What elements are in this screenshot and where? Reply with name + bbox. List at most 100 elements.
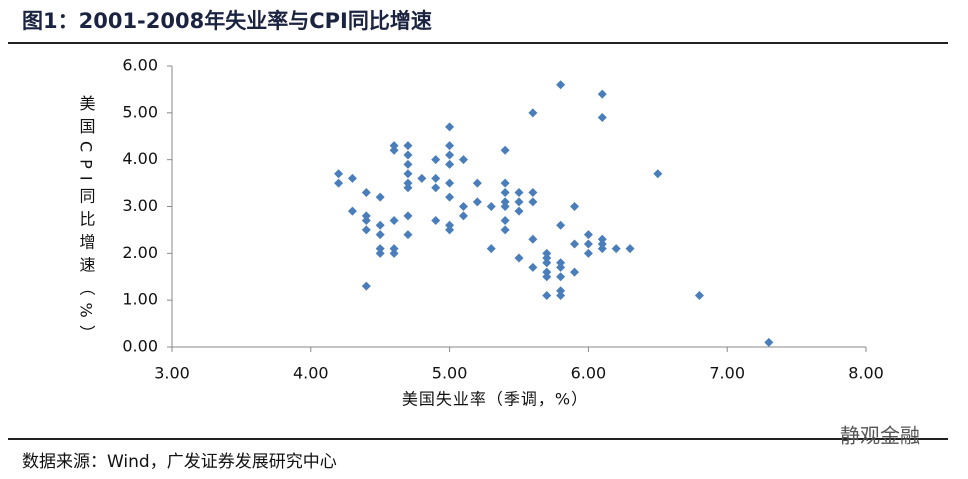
point [486, 244, 496, 254]
point [375, 192, 385, 202]
point [458, 155, 468, 165]
point [403, 183, 413, 193]
point [458, 202, 468, 211]
point [556, 286, 566, 296]
y-tick-label: 6.00 [122, 56, 158, 75]
point [361, 211, 371, 221]
point [431, 155, 441, 165]
point [514, 253, 524, 263]
point [597, 244, 607, 254]
point [542, 248, 552, 258]
point [361, 187, 371, 197]
point [445, 159, 455, 169]
point [431, 183, 441, 193]
x-tick-label: 6.00 [571, 364, 607, 383]
point [445, 150, 455, 160]
x-tick-label: 4.00 [293, 364, 329, 383]
point [334, 178, 344, 188]
point [417, 173, 427, 183]
point [556, 290, 566, 300]
point [556, 80, 566, 90]
point [389, 244, 399, 254]
point [556, 220, 566, 230]
y-tick-label: 0.00 [122, 337, 158, 356]
point [403, 211, 413, 221]
point [764, 337, 774, 347]
point [556, 272, 566, 282]
point [486, 202, 496, 211]
point [347, 173, 357, 183]
x-tick-label: 3.00 [154, 364, 190, 383]
point [375, 220, 385, 230]
point [403, 150, 413, 160]
y-tick-label: 3.00 [122, 196, 158, 215]
point [625, 244, 635, 254]
point [472, 197, 482, 207]
point [445, 225, 455, 235]
point [597, 113, 607, 123]
x-axis-label: 美国失业率（季调，%） [402, 390, 588, 409]
point [361, 225, 371, 235]
point [431, 173, 441, 183]
point [500, 197, 510, 207]
point [542, 272, 552, 282]
point [458, 211, 468, 221]
y-tick-label: 4.00 [122, 149, 158, 168]
point [597, 234, 607, 244]
y-axis-label: 美国CPI同比增速（%） [77, 95, 96, 348]
point [583, 248, 593, 258]
point [528, 234, 538, 244]
point [445, 220, 455, 230]
point [556, 262, 566, 272]
point [472, 178, 482, 188]
y-tick-label: 1.00 [122, 290, 158, 309]
point [542, 267, 552, 277]
point [403, 141, 413, 151]
point [389, 145, 399, 155]
point [528, 262, 538, 272]
x-tick-label: 7.00 [709, 364, 745, 383]
point [389, 248, 399, 258]
y-tick-label: 5.00 [122, 102, 158, 121]
source: 数据来源：Wind，广发证券发展研究中心 [22, 452, 337, 472]
point [403, 159, 413, 169]
point [542, 253, 552, 263]
point [361, 216, 371, 226]
point [514, 187, 524, 197]
point [334, 169, 344, 179]
point [445, 192, 455, 202]
point [445, 178, 455, 188]
point [375, 244, 385, 254]
point [653, 169, 663, 179]
point [583, 239, 593, 249]
point [542, 258, 552, 268]
point [445, 141, 455, 151]
point [445, 122, 455, 132]
x-tick-label: 8.00 [848, 364, 884, 383]
point [403, 178, 413, 188]
point [500, 202, 510, 211]
point [570, 202, 580, 211]
point [403, 230, 413, 240]
y-tick-label: 2.00 [122, 243, 158, 262]
point [389, 216, 399, 226]
point [694, 290, 704, 300]
point [570, 239, 580, 249]
point [389, 141, 399, 151]
point [583, 230, 593, 240]
point [570, 267, 580, 277]
point [347, 206, 357, 216]
point [528, 197, 538, 207]
point [500, 178, 510, 188]
point [500, 187, 510, 197]
point [556, 258, 566, 268]
point [597, 239, 607, 249]
chart-title: 图1：2001-2008年失业率与CPI同比增速 [22, 9, 432, 33]
point [375, 248, 385, 258]
watermark: 静观金融 [840, 424, 920, 448]
point [375, 230, 385, 240]
point [528, 187, 538, 197]
point [431, 216, 441, 226]
point [500, 225, 510, 235]
